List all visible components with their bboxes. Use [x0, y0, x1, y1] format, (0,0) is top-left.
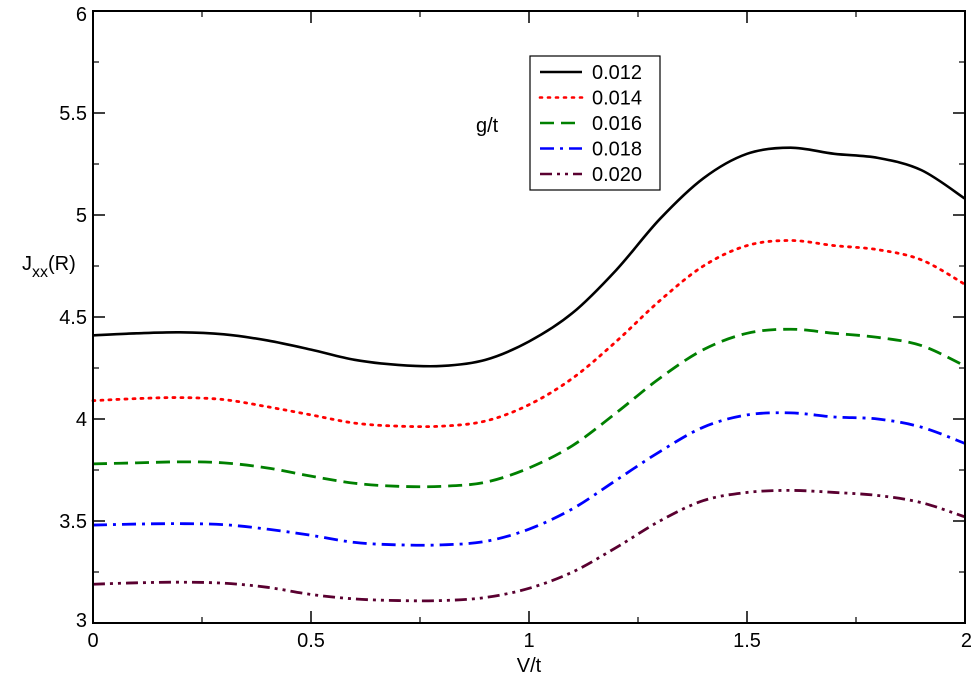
legend-label-2: 0.016 — [592, 113, 642, 135]
x-axis-label: V/t — [517, 655, 542, 677]
y-tick-label: 6 — [76, 4, 87, 26]
y-axis-label: Jxx(R) — [22, 253, 76, 281]
y-tick-label: 5.5 — [59, 103, 87, 125]
series-line-0 — [92, 146, 966, 368]
series-line-1 — [91, 239, 967, 429]
y-axis-label-tail: (R) — [48, 253, 76, 275]
legend-label-3: 0.018 — [592, 139, 642, 161]
legend-label-1: 0.014 — [592, 88, 642, 110]
y-tick-label: 5 — [76, 205, 87, 227]
plot-frame — [92, 10, 966, 624]
tick-labels: 0 0.5 1 1.5 2 3 3.5 4 4.5 5 5.5 6 — [59, 4, 972, 652]
y-axis-label-subscript: xx — [32, 264, 48, 281]
legend: 0.012 0.014 0.016 0.018 0.020 — [529, 55, 661, 191]
legend-title: g/t — [476, 115, 499, 137]
y-tick-label: 4.5 — [59, 307, 87, 329]
legend-label-4: 0.020 — [592, 164, 642, 186]
legend-label-0: 0.012 — [592, 62, 642, 84]
x-tick-label: 1.5 — [733, 630, 761, 652]
axis-ticks — [92, 10, 966, 624]
x-tick-label: 0 — [87, 630, 98, 652]
series-line-2 — [92, 327, 966, 489]
y-tick-label: 4 — [76, 409, 87, 431]
x-tick-label: 2 — [961, 630, 972, 652]
y-tick-label: 3.5 — [59, 511, 87, 533]
series-line-3 — [92, 411, 966, 547]
series-line-4 — [92, 488, 966, 603]
series-group — [91, 146, 967, 603]
y-tick-label: 3 — [76, 610, 87, 632]
x-tick-label: 1 — [523, 630, 534, 652]
x-tick-label: 0.5 — [297, 630, 325, 652]
y-axis-label-main: J — [22, 253, 32, 275]
